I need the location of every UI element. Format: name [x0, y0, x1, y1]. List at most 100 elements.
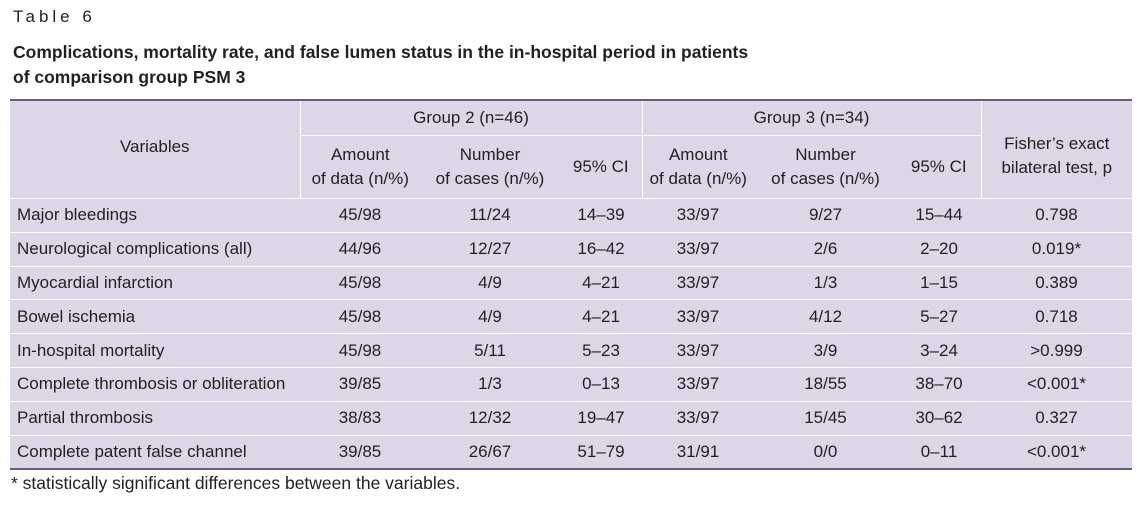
header-fisher-line2: bilateral test, p	[1001, 157, 1113, 177]
table-row: In-hospital mortality 45/98 5/11 5–23 33/97 3…	[10, 333, 1132, 368]
cell-g2-cases: 5/11	[420, 333, 560, 368]
header-number-line1: Number	[795, 145, 856, 164]
table-row: Complete patent false channel 39/85 26/67 5…	[10, 434, 1132, 471]
cell-p-value: 0.327	[981, 400, 1132, 436]
header-g2-cases: Number of cases (n/%)	[420, 136, 560, 199]
cell-g3-ci: 5–27	[897, 299, 981, 334]
header-g3-ci: 95% CI	[910, 157, 967, 176]
table-row: Myocardial infarction 45/98 4/9 4–21 33/97 1/…	[10, 265, 1132, 300]
cell-variable: Complete patent false channel	[10, 434, 300, 471]
cell-g3-amount: 31/91	[642, 434, 754, 471]
cell-p-value: 0.798	[981, 198, 1132, 233]
cell-g3-amount: 33/97	[642, 333, 754, 368]
table-caption: Complications, mortality rate, and false…	[13, 40, 1013, 90]
cell-g2-amount: 38/83	[300, 400, 420, 436]
cell-p-value: <0.001*	[981, 366, 1132, 402]
table-row: Major bleedings 45/98 11/24 14–39 33/97 9/27 1…	[10, 198, 1132, 233]
header-group3: Group 3 (n=34)	[641, 99, 981, 136]
header-amount-line2: of data (n/%)	[311, 169, 409, 188]
header-amount-line1: Amount	[330, 145, 390, 164]
cell-g2-ci: 4–21	[560, 299, 642, 334]
cell-g3-cases: 18/55	[754, 366, 897, 402]
cell-g3-amount: 33/97	[642, 366, 754, 402]
cell-variable: Bowel ischemia	[10, 299, 300, 334]
cell-g2-ci: 19–47	[560, 400, 642, 436]
table-body: Major bleedings 45/98 11/24 14–39 33/97 9/27 1…	[10, 198, 1132, 471]
cell-g2-ci: 0–13	[560, 366, 642, 402]
cell-g3-cases: 15/45	[754, 400, 897, 436]
cell-g3-amount: 33/97	[642, 400, 754, 436]
header-g2-amount: Amount of data (n/%)	[299, 135, 420, 199]
header-number-line2: of cases (n/%)	[435, 169, 545, 188]
cell-g2-ci: 16–42	[560, 231, 642, 267]
cell-g2-ci: 4–21	[560, 265, 642, 300]
cell-g2-cases: 4/9	[420, 299, 560, 334]
cell-g3-ci: 3–24	[897, 333, 981, 368]
header-g3-cases: Number of cases (n/%)	[754, 136, 897, 199]
header-number-line2: of cases (n/%)	[771, 169, 880, 188]
cell-g3-ci: 2–20	[897, 231, 981, 267]
header-g3-amount: Amount of data (n/%)	[641, 135, 754, 199]
cell-g2-amount: 45/98	[300, 265, 420, 300]
cell-g3-cases: 9/27	[754, 198, 897, 233]
cell-g2-amount: 45/98	[300, 333, 420, 368]
cell-g2-cases: 26/67	[420, 434, 560, 471]
cell-g2-ci: 5–23	[560, 333, 642, 368]
header-variables: Variables	[10, 99, 300, 199]
cell-g3-ci: 15–44	[897, 198, 981, 233]
table-row: Partial thrombosis 38/83 12/32 19–47 33/97 15…	[10, 400, 1132, 436]
table-row: Complete thrombosis or obliteration 39/85…	[10, 366, 1132, 402]
results-table-container: Variables Group 2 (n=46) Group 3 (n=34) …	[10, 99, 1132, 471]
cell-g2-cases: 12/32	[420, 400, 560, 436]
cell-p-value: <0.001*	[981, 434, 1132, 471]
cell-g3-ci: 30–62	[897, 400, 981, 436]
cell-g3-amount: 33/97	[642, 299, 754, 334]
cell-g2-ci: 14–39	[560, 198, 642, 233]
cell-g2-cases: 12/27	[420, 231, 560, 267]
header-fisher: Fisher’s exact bilateral test, p	[980, 99, 1132, 199]
footnote: * statistically significant differences …	[11, 473, 461, 493]
cell-g2-amount: 45/98	[300, 299, 420, 334]
cell-g3-ci: 0–11	[897, 434, 981, 471]
cell-g2-ci: 51–79	[560, 434, 642, 471]
cell-g3-cases: 0/0	[754, 434, 897, 471]
cell-g3-cases: 1/3	[754, 265, 897, 300]
header-amount-line1: Amount	[668, 145, 728, 164]
cell-g3-cases: 3/9	[754, 333, 897, 368]
cell-g3-ci: 38–70	[897, 366, 981, 402]
cell-g3-cases: 2/6	[754, 231, 897, 267]
cell-g2-cases: 11/24	[420, 198, 560, 233]
caption-line-2: of comparison group PSM 3	[13, 67, 246, 87]
header-number-line1: Number	[459, 145, 521, 164]
caption-line-1: Complications, mortality rate, and false…	[13, 42, 749, 62]
cell-variable: Partial thrombosis	[10, 400, 300, 436]
table-row: Bowel ischemia 45/98 4/9 4–21 33/97 4/12 5–27 0…	[10, 299, 1132, 334]
cell-g2-cases: 4/9	[420, 265, 560, 300]
cell-g3-amount: 33/97	[642, 198, 754, 233]
header-fisher-line1: Fisher’s exact	[1004, 133, 1110, 153]
cell-variable: Myocardial infarction	[10, 265, 300, 300]
cell-g2-cases: 1/3	[420, 366, 560, 402]
cell-g3-amount: 33/97	[642, 231, 754, 267]
table-row: Neurological complications (all) 44/96 12/…	[10, 231, 1132, 267]
results-table: Variables Group 2 (n=46) Group 3 (n=34) …	[10, 99, 1132, 471]
cell-g2-amount: 45/98	[300, 198, 420, 233]
cell-g2-amount: 39/85	[300, 366, 420, 402]
cell-g3-amount: 33/97	[642, 265, 754, 300]
cell-variable: Major bleedings	[10, 198, 300, 233]
cell-p-value: 0.019*	[981, 231, 1132, 267]
cell-g2-amount: 44/96	[300, 231, 420, 267]
cell-variable: In-hospital mortality	[10, 333, 300, 368]
cell-variable: Neurological complications (all)	[10, 231, 300, 267]
cell-g3-ci: 1–15	[897, 265, 981, 300]
cell-variable: Complete thrombosis or obliteration	[10, 366, 300, 402]
table-label: Table 6	[13, 7, 96, 26]
cell-p-value: >0.999	[981, 333, 1132, 368]
header-group2: Group 2 (n=46)	[299, 99, 642, 136]
cell-p-value: 0.718	[981, 299, 1132, 334]
cell-p-value: 0.389	[981, 265, 1132, 300]
header-g2-ci: 95% CI	[572, 157, 629, 176]
header-amount-line2: of data (n/%)	[649, 169, 747, 188]
cell-g2-amount: 39/85	[300, 434, 420, 471]
cell-g3-cases: 4/12	[754, 299, 897, 334]
